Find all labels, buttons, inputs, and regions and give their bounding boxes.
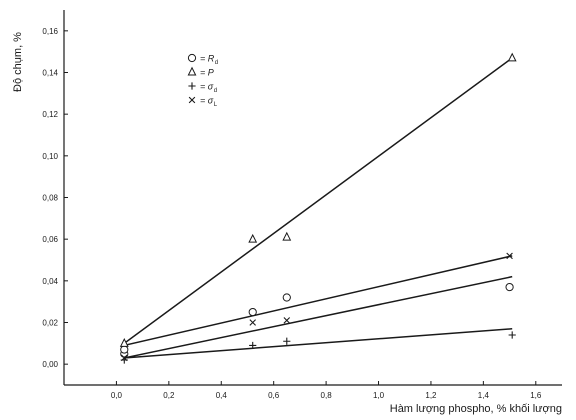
y-tick-label: 0,14 <box>42 69 58 78</box>
x-tick-label: 1,2 <box>425 391 437 400</box>
legend-subscript-sigma-l: L <box>214 102 218 108</box>
x-tick-label: 0,2 <box>163 391 175 400</box>
point-p <box>119 338 129 347</box>
point-sigma-d <box>249 341 257 350</box>
point-sigma-d <box>283 337 291 345</box>
point-sigma-l <box>506 252 513 260</box>
x-tick-label: 1,4 <box>478 391 490 400</box>
fit-line-rd <box>124 275 513 359</box>
y-tick-label: 0,16 <box>42 27 58 36</box>
y-tick-label: 0,12 <box>42 110 58 119</box>
fit-line-sigma-l <box>124 255 513 347</box>
legend-label-sigma-d: = σ <box>200 82 214 92</box>
y-axis-title: Độ chụm, % <box>12 32 24 92</box>
point-rd <box>505 282 514 292</box>
point-rd <box>282 293 291 302</box>
legend-subscript-sigma-d: d <box>214 88 217 94</box>
y-tick-label: 0,00 <box>42 360 58 369</box>
y-tick-label: 0,10 <box>42 152 58 161</box>
point-sigma-l <box>121 354 128 362</box>
x-axis-title: Hàm lượng phospho, % khối lượng <box>390 403 562 415</box>
legend-label-rd: = R <box>200 54 215 64</box>
legend-marker-rd <box>187 53 197 63</box>
legend-marker-sigma-l <box>188 96 196 104</box>
chart-axes: 0,0 0,2 0,4 0,6 0,8 1,0 1,2 1,4 1,6 0,00 0,02 0,04 0… <box>42 10 562 400</box>
point-p <box>282 231 292 241</box>
legend-label-p: = P <box>200 68 214 78</box>
legend-marker-sigma-d <box>188 82 196 90</box>
y-tick-label: 0,02 <box>42 319 58 328</box>
fit-line-p <box>123 57 513 344</box>
y-tick-label: 0,08 <box>42 194 58 203</box>
x-tick-label: 0,6 <box>268 391 280 400</box>
x-tick-label: 0,4 <box>216 391 228 400</box>
y-tick-label: 0,04 <box>42 277 58 286</box>
point-p <box>507 52 517 62</box>
fit-line-sigma-d <box>124 328 513 359</box>
data-points <box>119 52 517 364</box>
y-tick-label: 0,06 <box>42 235 58 244</box>
point-p <box>248 233 258 243</box>
legend-marker-p <box>187 66 197 76</box>
point-rd <box>120 345 129 354</box>
point-sigma-d <box>508 331 516 339</box>
regression-lines <box>123 57 513 359</box>
legend-label-sigma-l: = σ <box>200 96 214 106</box>
point-sigma-l <box>283 317 291 324</box>
legend-subscript-rd: d <box>215 60 218 66</box>
point-sigma-l <box>249 319 256 326</box>
x-tick-label: 1,0 <box>373 391 385 400</box>
x-tick-label: 0,0 <box>111 391 123 400</box>
point-rd <box>248 307 257 317</box>
x-tick-label: 0,8 <box>321 391 333 400</box>
x-tick-label: 1,6 <box>530 391 542 400</box>
